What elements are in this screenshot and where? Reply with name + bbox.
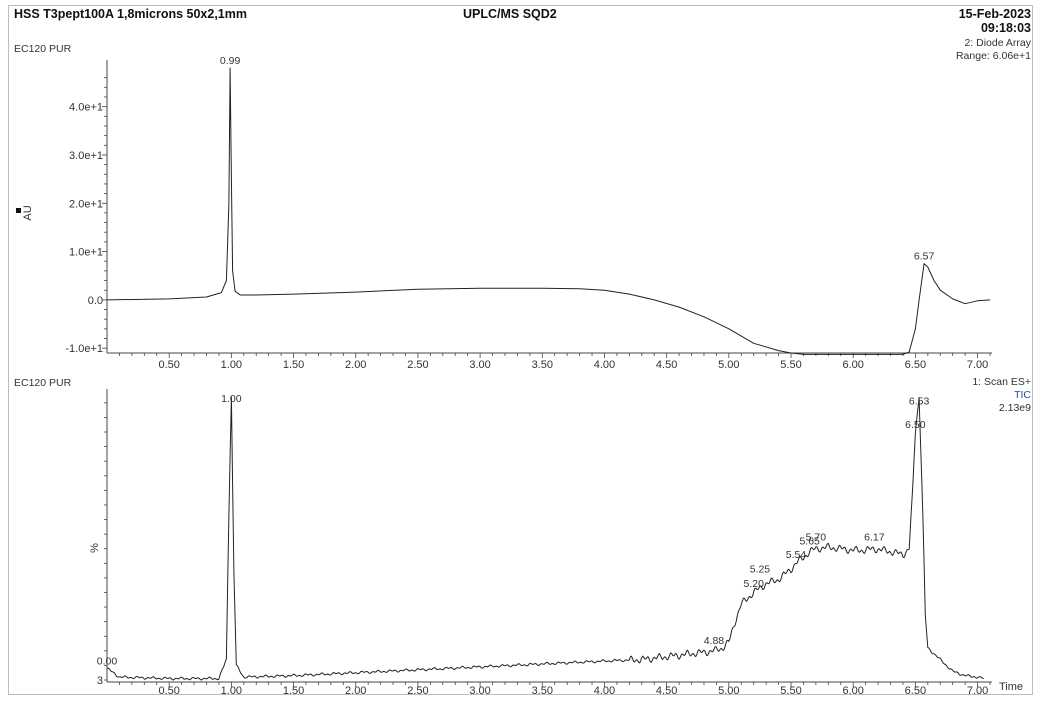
chromatogram-2-detector: 1: Scan ES+ <box>972 376 1031 388</box>
tic-series-line <box>106 396 984 681</box>
uv-peak-label: 0.99 <box>220 55 241 67</box>
chromatogram-2-trace: TIC <box>1014 389 1031 401</box>
uv-x-tick-label: 5.50 <box>780 359 801 371</box>
tic-x-tick-label: 5.50 <box>780 685 801 697</box>
tic-x-tick-label: 5.00 <box>718 685 739 697</box>
tic-x-tick-label: 2.50 <box>407 685 428 697</box>
uv-y-tick-label: 4.0e+1 <box>69 102 103 114</box>
uv-series-line <box>106 67 991 355</box>
tic-peak-label: 5.65 <box>799 536 820 548</box>
uv-x-tick-label: 3.00 <box>469 359 490 371</box>
uv-x-tick-label: 5.00 <box>718 359 739 371</box>
tic-x-tick-label: 4.50 <box>656 685 677 697</box>
tic-peak-label: 6.17 <box>864 531 885 543</box>
uv-y-tick-label: 3.0e+1 <box>69 150 103 162</box>
tic-x-tick-label: 1.00 <box>221 685 242 697</box>
column-description: HSS T3pept100A 1,8microns 50x2,1mm <box>14 7 247 21</box>
tic-peak-label: 5.25 <box>750 563 771 575</box>
chromatogram-2-sample-label: EC120 PUR <box>14 377 72 389</box>
chromatogram-1-range: Range: 6.06e+1 <box>955 50 1031 62</box>
tic-x-axis-label: Time <box>999 681 1023 693</box>
tic-x-tick-label: 3.50 <box>532 685 553 697</box>
uv-x-tick-label: 6.50 <box>905 359 926 371</box>
uv-x-tick-label: 2.00 <box>345 359 366 371</box>
chromatogram-1-sample-label: EC120 PUR <box>14 43 72 55</box>
tic-y-axis-label: % <box>89 543 101 553</box>
uv-x-tick-label: 1.50 <box>283 359 304 371</box>
tic-x-tick-label: 7.00 <box>967 685 988 697</box>
uv-x-tick-label: 7.00 <box>967 359 988 371</box>
tic-peak-label: 5.54 <box>786 549 807 561</box>
tic-peak-label: 5.20 <box>743 578 764 590</box>
uv-y-tick-label: -1.0e+1 <box>65 343 103 355</box>
uv-x-tick-label: 2.50 <box>407 359 428 371</box>
uv-y-tick-label: 0.0 <box>88 295 103 307</box>
uv-peak-label: 6.57 <box>914 251 935 263</box>
uv-detector-marker <box>16 208 21 213</box>
tic-y-tick-label: 3 <box>97 675 103 687</box>
tic-x-tick-label: 6.00 <box>842 685 863 697</box>
instrument-name: UPLC/MS SQD2 <box>463 7 557 21</box>
chromatogram-1-detector: 2: Diode Array <box>964 37 1031 49</box>
uv-x-tick-label: 6.00 <box>842 359 863 371</box>
tic-x-tick-label: 2.00 <box>345 685 366 697</box>
tic-peak-label: 4.88 <box>704 635 725 647</box>
uv-y-tick-label: 1.0e+1 <box>69 247 103 259</box>
chromatogram-2-range: 2.13e9 <box>998 402 1031 414</box>
tic-peak-label: 6.50 <box>905 419 926 431</box>
uv-x-tick-label: 0.50 <box>158 359 179 371</box>
uv-x-tick-label: 1.00 <box>221 359 242 371</box>
report-time: 09:18:03 <box>980 21 1031 35</box>
tic-x-tick-label: 3.00 <box>469 685 490 697</box>
tic-peak-label: 1.00 <box>221 393 242 405</box>
tic-peak-label: 0.00 <box>97 655 118 667</box>
uv-x-tick-label: 3.50 <box>532 359 553 371</box>
tic-x-tick-label: 0.50 <box>158 685 179 697</box>
uv-y-axis-label: AU <box>22 205 34 220</box>
uv-y-tick-label: 2.0e+1 <box>69 198 103 210</box>
uv-x-tick-label: 4.50 <box>656 359 677 371</box>
report-date: 15-Feb-2023 <box>958 7 1031 21</box>
tic-peak-label: 5.70 <box>806 531 827 543</box>
uv-x-tick-label: 4.00 <box>594 359 615 371</box>
tic-x-tick-label: 4.00 <box>594 685 615 697</box>
tic-x-tick-label: 6.50 <box>905 685 926 697</box>
tic-peak-label: 6.53 <box>909 396 930 408</box>
tic-x-tick-label: 1.50 <box>283 685 304 697</box>
report-frame <box>8 5 1033 695</box>
